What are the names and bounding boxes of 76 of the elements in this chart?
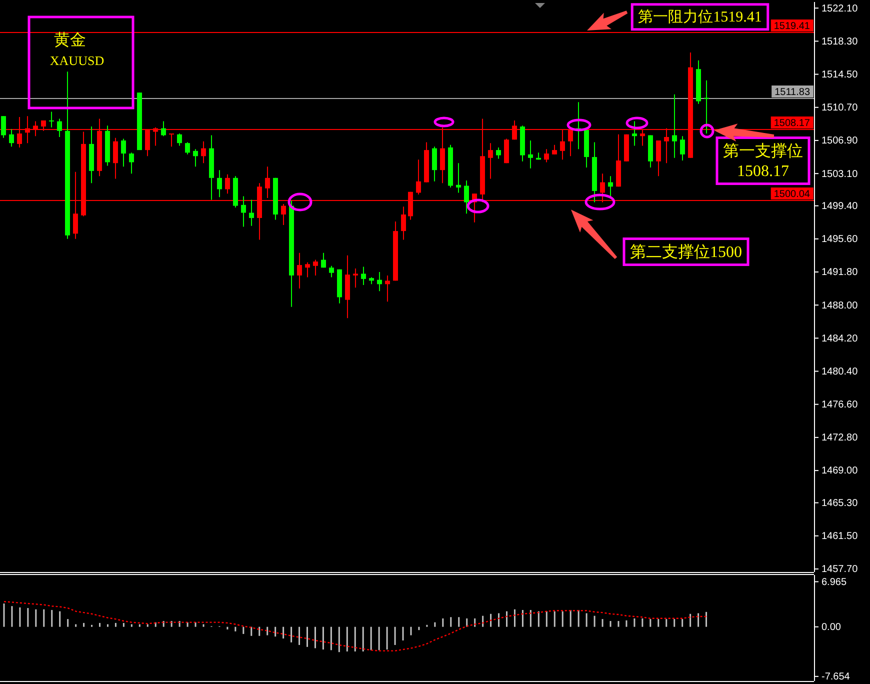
candlestick — [632, 120, 637, 146]
candlestick — [313, 259, 318, 276]
candlestick — [361, 266, 366, 286]
candlestick — [377, 271, 382, 292]
y-tick-label: 1522.10 — [822, 3, 858, 14]
candlestick — [113, 137, 118, 180]
candlestick — [265, 166, 270, 198]
y-tick-label: 6.965 — [822, 576, 847, 588]
candlestick — [456, 162, 461, 194]
candlestick — [281, 204, 286, 226]
candlestick — [353, 268, 358, 288]
candlestick — [401, 206, 406, 240]
ref-line-label: 1500.04 — [774, 189, 810, 200]
candlestick — [329, 265, 334, 278]
candlestick — [656, 140, 661, 177]
candlestick — [169, 133, 174, 148]
candlestick — [297, 252, 302, 290]
candlestick — [432, 146, 437, 182]
candlestick — [185, 142, 190, 155]
annotation: 第一支撑位1508.17 — [723, 142, 803, 180]
candlestick — [217, 170, 222, 198]
text: XAUUSD — [50, 53, 104, 68]
annotation: 第二支撑位1500 — [630, 242, 742, 261]
candlestick — [225, 174, 230, 194]
line-series — [3, 600, 707, 652]
y-tick-label: 1491.80 — [822, 267, 858, 278]
candlestick — [305, 262, 310, 278]
y-tick-label: 1469.00 — [822, 466, 858, 477]
candlestick — [49, 111, 54, 128]
candlestick — [161, 120, 166, 137]
candlestick — [416, 159, 421, 195]
candlestick — [704, 80, 709, 134]
annotation: 第一阻力位1519.41 — [638, 8, 762, 26]
y-tick-label: 0.00 — [822, 622, 842, 634]
candlestick — [608, 176, 613, 198]
y-tick-label: 1503.10 — [822, 168, 858, 180]
y-tick-label: 1461.50 — [822, 531, 858, 542]
candlestick — [241, 196, 246, 228]
candlestick — [177, 133, 182, 146]
ref-line-label: 1519.41 — [774, 21, 810, 32]
y-tick-label: 1476.60 — [822, 400, 858, 411]
candlestick — [321, 252, 326, 268]
candlestick — [201, 140, 206, 164]
y-tick-label: 1499.40 — [822, 200, 858, 212]
candlestick — [193, 148, 198, 168]
candlestick — [129, 152, 134, 174]
y-tick-label: 1465.30 — [822, 498, 858, 509]
y-tick-label: 1480.40 — [822, 366, 858, 378]
candlestick — [672, 94, 677, 158]
candlestick — [680, 136, 685, 162]
candlestick — [504, 138, 509, 164]
y-tick-label: 1488.00 — [822, 300, 858, 312]
y-tick-label: 1510.70 — [822, 102, 858, 114]
y-tick-label: 1506.90 — [822, 136, 858, 147]
candlestick — [488, 142, 493, 180]
y-tick-label: 1518.30 — [822, 36, 858, 48]
y-tick-label: 1484.20 — [822, 333, 858, 344]
candlestick — [544, 148, 549, 163]
y-tick-label: 1457.70 — [822, 564, 858, 576]
candlestick — [385, 274, 390, 302]
candlestick — [9, 128, 14, 148]
y-tick-label: -7.654 — [822, 672, 850, 683]
candlestick — [249, 199, 254, 226]
y-tick-label: 1514.50 — [822, 69, 858, 80]
text: 黄金 — [54, 31, 86, 49]
y-tick-label: 1495.60 — [822, 234, 858, 246]
ref-line-label: 1511.83 — [774, 87, 810, 98]
candlestick — [464, 180, 469, 214]
y-tick-label: 1472.80 — [822, 432, 858, 444]
candlestick — [552, 144, 557, 155]
candlestick — [528, 140, 533, 169]
ref-line-label: 1508.17 — [774, 118, 810, 129]
candlestick — [121, 138, 126, 168]
candlestick — [1, 116, 6, 138]
candlestick — [496, 146, 501, 160]
candlestick — [57, 118, 62, 138]
